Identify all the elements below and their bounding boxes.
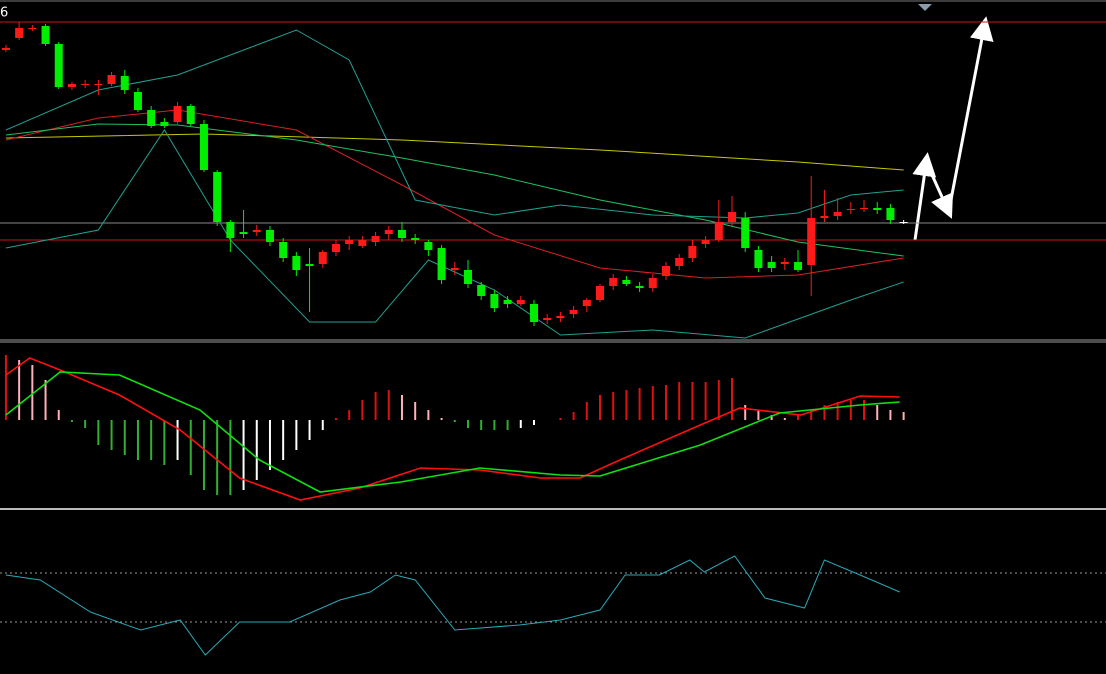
candle-body bbox=[397, 230, 406, 238]
candle-body bbox=[820, 216, 829, 218]
candle-body bbox=[556, 316, 565, 318]
candle-body bbox=[120, 76, 129, 90]
candle-body bbox=[28, 28, 37, 29]
candle-body bbox=[226, 222, 235, 238]
candle-body bbox=[780, 262, 789, 264]
candle-body bbox=[662, 266, 671, 276]
candle-body bbox=[609, 278, 618, 286]
candle-body bbox=[94, 84, 103, 85]
candle-body bbox=[833, 212, 842, 216]
candle-body bbox=[648, 278, 657, 288]
candle-body bbox=[450, 268, 459, 270]
candle-body bbox=[675, 258, 684, 266]
marker-icon bbox=[918, 4, 932, 11]
candle-body bbox=[292, 256, 301, 270]
candle-body bbox=[899, 222, 908, 223]
candle-body bbox=[543, 318, 552, 320]
candle-body bbox=[213, 172, 222, 222]
candle-body bbox=[1, 48, 10, 50]
candle-body bbox=[186, 106, 195, 124]
candle-body bbox=[345, 240, 354, 244]
candle-body bbox=[371, 236, 380, 242]
candle-body bbox=[595, 286, 604, 300]
candle-body bbox=[160, 122, 169, 126]
candle-body bbox=[199, 124, 208, 170]
candle-body bbox=[741, 218, 750, 248]
candle-body bbox=[516, 300, 525, 304]
chart-title: 6 bbox=[0, 6, 8, 21]
indicator-line bbox=[5, 371, 900, 493]
candle-body bbox=[860, 208, 869, 209]
candle-body bbox=[279, 242, 288, 258]
candle-body bbox=[622, 280, 631, 284]
candle-body bbox=[767, 262, 776, 268]
indicator-line bbox=[5, 109, 904, 279]
candle-body bbox=[701, 240, 710, 244]
candle-body bbox=[54, 44, 63, 87]
candle-body bbox=[728, 212, 737, 222]
candle-body bbox=[305, 264, 314, 266]
candle-body bbox=[635, 286, 644, 288]
candle-body bbox=[147, 110, 156, 126]
candle-body bbox=[384, 230, 393, 234]
candle-body bbox=[490, 294, 499, 308]
candle-body bbox=[569, 310, 578, 314]
indicator-line bbox=[5, 123, 904, 257]
candle-body bbox=[133, 92, 142, 110]
candle-body bbox=[582, 300, 591, 306]
candle-body bbox=[107, 75, 116, 84]
candle-body bbox=[239, 232, 248, 234]
candle-body bbox=[67, 84, 76, 87]
candle-body bbox=[688, 246, 697, 258]
indicator-line bbox=[5, 133, 904, 171]
candle-body bbox=[265, 230, 274, 242]
candle-body bbox=[714, 222, 723, 240]
indicator-line bbox=[5, 357, 900, 501]
candle-body bbox=[81, 84, 90, 85]
candle-body bbox=[503, 300, 512, 304]
candle-body bbox=[463, 270, 472, 284]
forecast-arrow bbox=[912, 152, 937, 241]
candle-body bbox=[15, 28, 24, 38]
candle-body bbox=[411, 238, 420, 240]
candle-body bbox=[886, 208, 895, 220]
candle-body bbox=[437, 248, 446, 280]
indicator-line bbox=[5, 129, 904, 339]
forecast-arrow bbox=[926, 165, 953, 219]
candle-body bbox=[41, 26, 50, 44]
candle-body bbox=[252, 230, 261, 232]
candle-body bbox=[846, 209, 855, 210]
candle-body bbox=[794, 262, 803, 270]
candle-body bbox=[873, 208, 882, 210]
indicator-line bbox=[5, 555, 900, 656]
candle-body bbox=[331, 244, 340, 252]
forecast-arrow bbox=[948, 16, 994, 206]
candle-body bbox=[358, 240, 367, 246]
candle-body bbox=[477, 285, 486, 296]
candle-body bbox=[807, 218, 816, 265]
candle-body bbox=[424, 242, 433, 250]
candle-body bbox=[754, 250, 763, 268]
candle-body bbox=[173, 106, 182, 122]
candle-body bbox=[318, 252, 327, 264]
candle-body bbox=[529, 304, 538, 322]
indicator-line bbox=[5, 29, 904, 219]
